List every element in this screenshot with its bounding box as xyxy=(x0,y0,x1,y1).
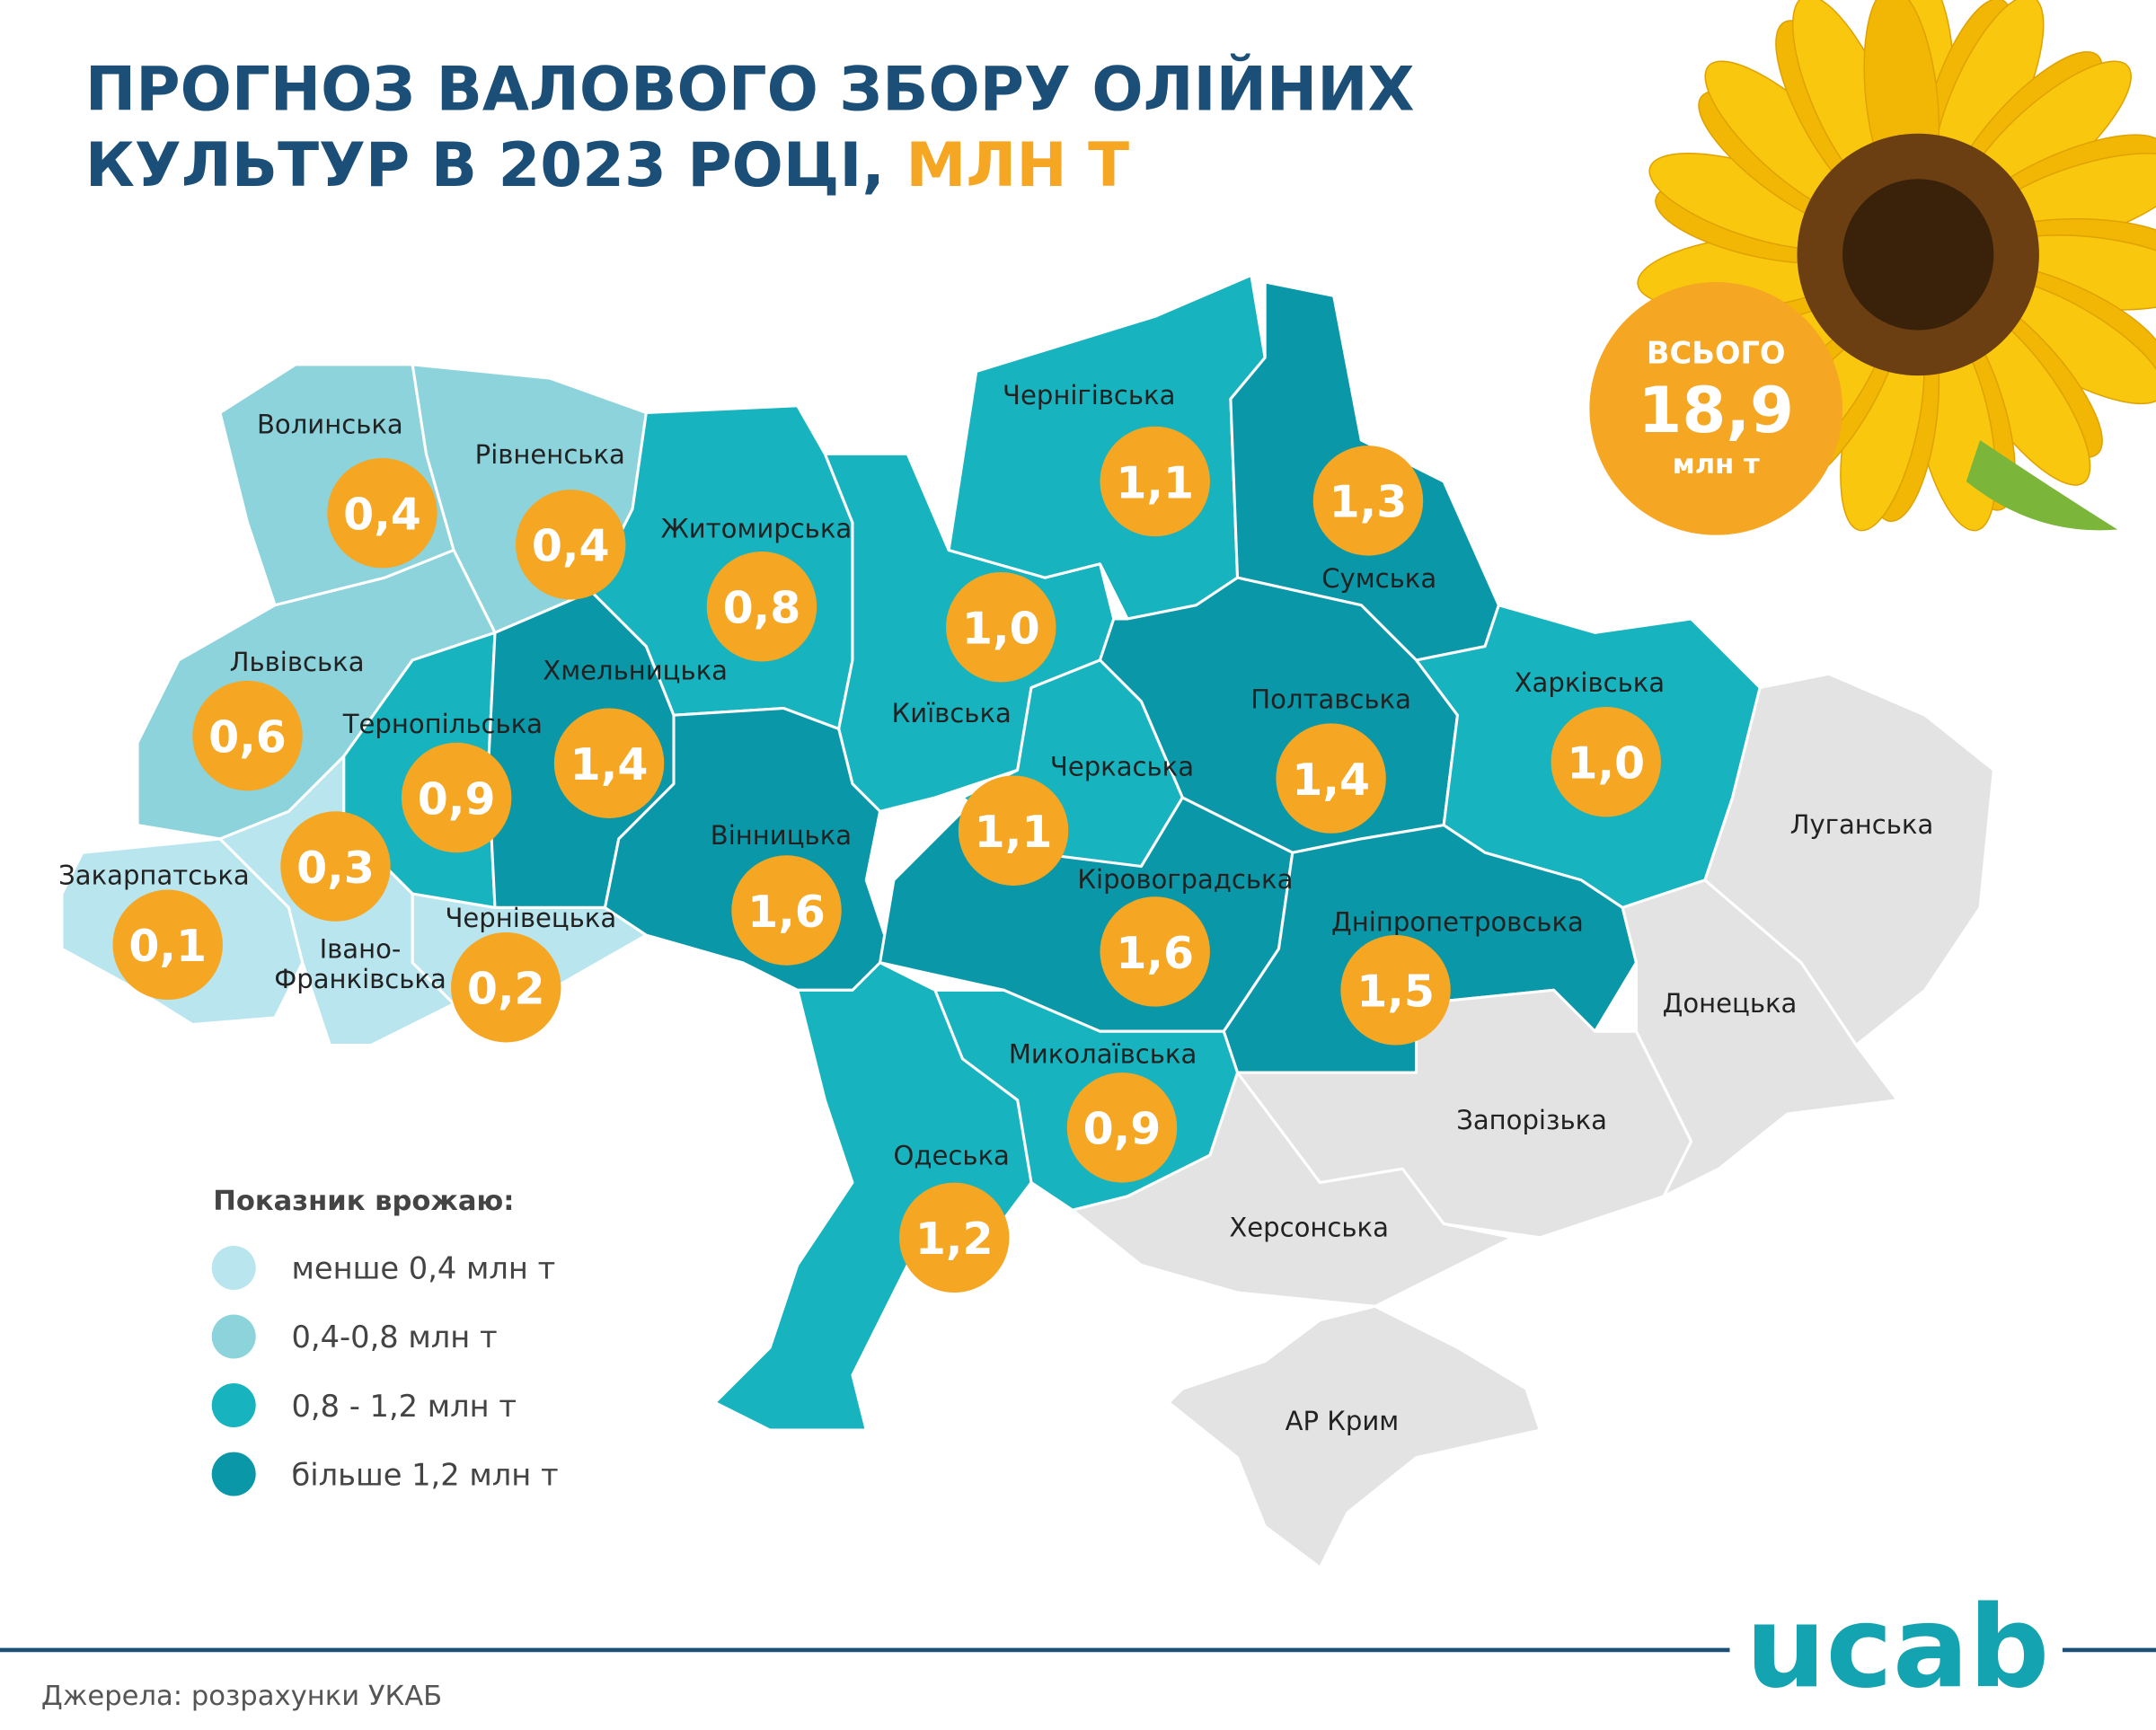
region-value: 0,3 xyxy=(296,843,375,894)
region-value: 1,1 xyxy=(1116,457,1194,508)
region-name: Рівненська xyxy=(475,439,625,470)
total-label: ВСЬОГО xyxy=(1647,335,1786,370)
region-value: 1,4 xyxy=(570,739,649,790)
legend-swatch xyxy=(211,1314,256,1359)
legend-swatch xyxy=(211,1452,256,1496)
value-badge xyxy=(1100,896,1210,1007)
region-name: Одеська xyxy=(893,1141,1009,1171)
region-value: 1,6 xyxy=(1116,928,1194,979)
region-name: Закарпатська xyxy=(58,860,250,890)
region-value: 0,4 xyxy=(532,521,610,572)
value-badge xyxy=(1100,426,1210,537)
region-name: Київська xyxy=(892,698,1012,728)
title-line: КУЛЬТУР В 2023 РОЦІ, МЛН Т xyxy=(85,129,1129,200)
total-badge xyxy=(1589,282,1843,535)
region-name: Дніпропетровська xyxy=(1331,906,1584,937)
value-badge xyxy=(280,811,391,922)
region xyxy=(1167,1304,1542,1569)
value-badge xyxy=(192,680,303,791)
region-name: Кіровоградська xyxy=(1077,864,1293,895)
region-name: Хмельницька xyxy=(543,655,728,685)
region-value: 1,3 xyxy=(1330,477,1408,528)
legend-label: 0,4-0,8 млн т xyxy=(291,1320,497,1355)
value-badge xyxy=(401,742,512,853)
value-badge xyxy=(553,708,665,818)
region-name: Чернівецька xyxy=(445,903,616,933)
region-value: 1,1 xyxy=(975,807,1053,858)
legend-label: більше 1,2 млн т xyxy=(291,1457,558,1492)
map xyxy=(60,273,1995,1569)
region-name: Черкаська xyxy=(1050,752,1194,782)
leaf xyxy=(1966,440,2118,531)
region xyxy=(713,961,1033,1432)
label-line: Франківська xyxy=(274,964,446,994)
value-badge xyxy=(1340,935,1451,1046)
value-badge xyxy=(731,855,842,966)
region-name: Львівська xyxy=(230,647,365,677)
region-name: Житомирська xyxy=(660,514,852,544)
legend-label: 0,8 - 1,2 млн т xyxy=(291,1389,517,1424)
title-highlight: МЛН Т xyxy=(906,129,1129,200)
region-name: Сумська xyxy=(1321,563,1436,594)
region-value: 0,1 xyxy=(128,921,207,972)
region-name: Волинська xyxy=(257,409,403,439)
region-name: АР Крим xyxy=(1286,1406,1400,1436)
region-value: 0,9 xyxy=(1083,1104,1162,1155)
region-value: 0,2 xyxy=(467,964,545,1015)
region-value: 1,0 xyxy=(1567,738,1645,790)
region-name: Миколаївська xyxy=(1009,1038,1197,1069)
region-value: 1,6 xyxy=(747,887,826,938)
total-unit: млн т xyxy=(1673,449,1760,481)
region-value: 1,2 xyxy=(915,1214,994,1265)
value-badge xyxy=(899,1182,1010,1293)
value-badge xyxy=(958,775,1069,886)
value-badge xyxy=(706,552,817,662)
region-value: 1,5 xyxy=(1356,967,1435,1018)
legend-swatch xyxy=(211,1383,256,1428)
region-value: 0,8 xyxy=(723,583,801,634)
region-value: 1,0 xyxy=(962,604,1040,655)
value-badge xyxy=(1276,723,1386,834)
legend: Показник врожаю: менше 0,4 млн т 0,4-0,8 … xyxy=(211,1186,559,1496)
region xyxy=(1071,1071,1515,1308)
value-badge xyxy=(112,889,223,1000)
value-badge xyxy=(1066,1072,1178,1183)
value-badge xyxy=(1312,446,1424,556)
legend-title: Показник врожаю: xyxy=(213,1186,514,1217)
region-name: Вінницька xyxy=(711,820,852,851)
region-value: 1,4 xyxy=(1292,755,1370,806)
region-value: 0,6 xyxy=(208,711,287,763)
region-name: Івано-Франківська xyxy=(274,933,446,993)
region-name: Чернігівська xyxy=(1003,380,1175,410)
total-value: 18,9 xyxy=(1638,374,1794,447)
region-name: Донецька xyxy=(1663,988,1798,1019)
region-name: Херсонська xyxy=(1229,1212,1389,1242)
region-name: Тернопільська xyxy=(342,709,543,739)
region xyxy=(1703,672,1995,1047)
map-labels: Волинська Рівненська Львівська Тернопільськ… xyxy=(58,380,1933,1436)
value-badge xyxy=(451,932,561,1043)
title-line: ПРОГНОЗ ВАЛОВОГО ЗБОРУ ОЛІЙНИХ xyxy=(85,54,1415,125)
value-badge xyxy=(327,457,437,569)
title-line: КУЛЬТУР В 2023 РОЦІ, xyxy=(85,129,885,200)
logo: ucab xyxy=(1745,1581,2049,1713)
legend-swatch xyxy=(211,1245,256,1290)
seed-core xyxy=(1842,179,1994,331)
region-name: Полтавська xyxy=(1250,684,1411,715)
region-name: Харківська xyxy=(1515,667,1665,698)
region-name: Запорізька xyxy=(1456,1105,1607,1135)
value-badge xyxy=(946,571,1056,683)
region-name: Луганська xyxy=(1790,809,1934,840)
value-badge xyxy=(1551,706,1661,817)
label-line: Івано- xyxy=(320,933,402,964)
source: Джерела: розрахунки УКАБ xyxy=(41,1681,442,1712)
value-badge xyxy=(515,490,626,600)
legend-label: менше 0,4 млн т xyxy=(291,1251,555,1286)
region-value: 0,9 xyxy=(418,773,496,825)
region-value: 0,4 xyxy=(343,490,421,541)
